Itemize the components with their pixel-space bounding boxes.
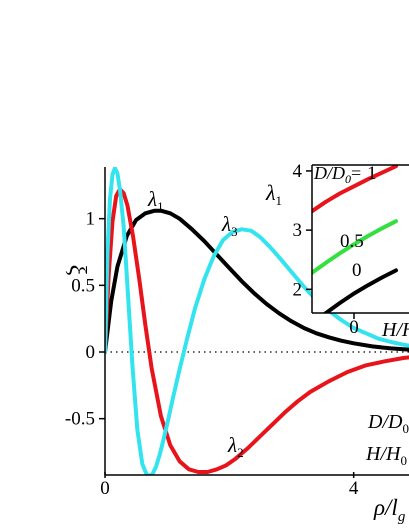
y-tick-label-1-0: 4 xyxy=(293,161,303,182)
series-label-lambda1-base: λ xyxy=(147,187,157,211)
y-tick-label-0-2: 0 xyxy=(86,342,96,363)
series-label-lambda1-sub: 1 xyxy=(157,199,164,214)
inset-ticks: 4 3 2 0 xyxy=(293,161,359,338)
inset-legend-title-sub: 0 xyxy=(345,172,351,186)
annotation-h-sub: 0 xyxy=(400,453,407,468)
inset-x-axis-label: H/H0 xyxy=(381,319,409,344)
series-label-lambda2-sub: 2 xyxy=(237,445,244,460)
main-chart: 10.50-0.50 4 ξ ρ/lg λ1 λ2 λ3 D/D0 H/H0 xyxy=(64,167,409,525)
series-line-0-2 xyxy=(105,167,409,475)
series-line-1-1 xyxy=(312,219,398,275)
inset-curve-label-0-5: 0.5 xyxy=(340,231,364,252)
y-tick-label-0-3: -0.5 xyxy=(65,409,95,430)
inset-y-label-sub: 1 xyxy=(276,193,283,208)
annotation-d-base: D/D xyxy=(367,411,403,433)
annotation-h-over-h0: H/H0 xyxy=(365,443,407,468)
annotation-h-base: H/H xyxy=(365,443,402,465)
series-label-lambda2: λ2 xyxy=(227,433,244,460)
inset-x-label-base: H/H xyxy=(381,319,409,341)
inset-plot-area xyxy=(312,165,398,313)
x-tick-label-0-1: 4 xyxy=(349,478,359,499)
series-line-1-0 xyxy=(312,165,398,214)
x-tick-label-0-0: 0 xyxy=(100,478,110,499)
inset-legend-equals: = xyxy=(351,163,361,183)
inset-curve-label-1: 1 xyxy=(367,163,377,184)
main-plot-area xyxy=(105,167,409,475)
y-axis-label: ξ xyxy=(64,265,90,276)
y-tick-label-0-0: 1 xyxy=(86,209,96,230)
series-line-0-1 xyxy=(105,187,409,474)
series-label-lambda2-base: λ xyxy=(227,433,237,457)
y-tick-label-1-2: 2 xyxy=(293,279,303,300)
inset-legend-title-base: D/D xyxy=(313,163,345,183)
inset-y-label-base: λ xyxy=(265,180,276,205)
annotation-d-over-d0: D/D0 xyxy=(367,411,409,436)
inset-curve-label-0: 0 xyxy=(352,260,362,281)
series-label-lambda3-sub: 3 xyxy=(231,224,238,239)
series-label-lambda3-base: λ xyxy=(221,212,231,236)
annotation-d-sub: 0 xyxy=(402,421,409,436)
x-tick-label-1-0: 0 xyxy=(349,317,359,338)
series-label-lambda1: λ1 xyxy=(147,187,164,214)
x-axis-label: ρ/lg xyxy=(373,495,406,525)
series-line-1-2 xyxy=(322,268,398,313)
inset-y-axis-label: λ1 xyxy=(265,180,282,208)
x-axis-label-base: ρ/l xyxy=(373,495,398,520)
inset-legend-title: D/D0= 1 xyxy=(313,163,377,186)
series-line-0-0 xyxy=(105,208,409,354)
y-tick-label-0-1: 0.5 xyxy=(71,275,95,296)
main-ticks: 1 0.5 0 -0.5 0 4 xyxy=(65,209,359,499)
series-label-lambda3: λ3 xyxy=(221,212,238,239)
y-tick-label-1-1: 3 xyxy=(293,220,303,241)
x-axis-label-sub: g xyxy=(398,509,406,525)
